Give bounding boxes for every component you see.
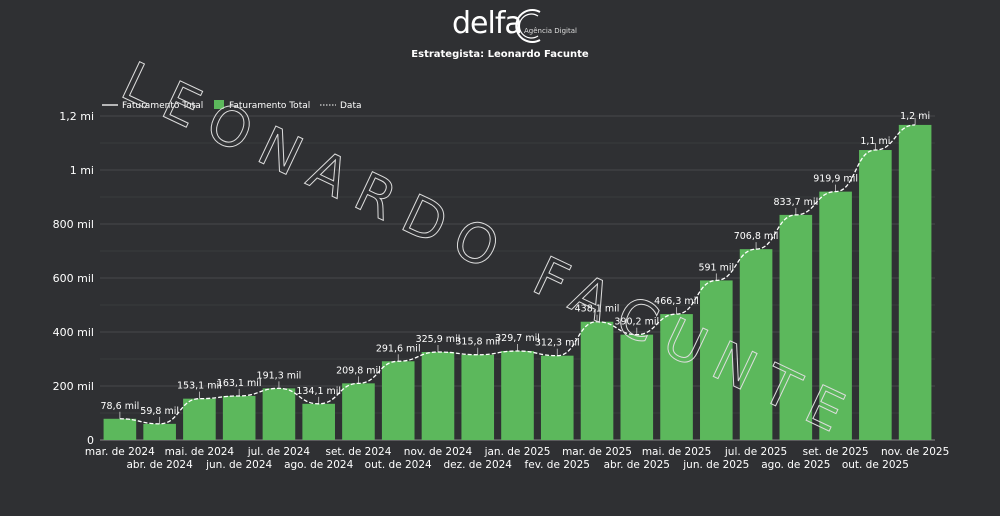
x-tick-label: abr. de 2024 (126, 459, 193, 471)
bar (819, 191, 852, 440)
y-tick-label: 1 mi (70, 164, 94, 177)
data-label: 59,8 mil (140, 406, 179, 417)
data-label: 591 mil (698, 262, 734, 273)
bar (700, 280, 733, 440)
bar (620, 334, 654, 440)
x-tick-label: mai. de 2025 (642, 446, 711, 458)
y-tick-label: 0 (87, 434, 94, 447)
trend-line (119, 124, 916, 425)
data-label: 325,9 mil (416, 334, 461, 345)
x-tick-label: fev. de 2025 (525, 459, 590, 471)
bar (898, 124, 932, 440)
data-label: 153,1 mil (177, 381, 222, 392)
legend-label: Faturamento Total (122, 101, 203, 111)
data-label: 438,1 mil (575, 304, 620, 315)
logo-arcs-icon (515, 9, 541, 43)
y-tick-label: 600 mil (53, 272, 94, 285)
data-label: 390,2 mil (614, 317, 659, 328)
bar (262, 388, 296, 440)
x-tick-label: nov. de 2025 (881, 446, 949, 458)
x-tick-label: jul. de 2024 (247, 446, 311, 458)
x-tick-label: out. de 2024 (365, 459, 432, 471)
data-label: 291,6 mil (376, 343, 421, 354)
bar (222, 395, 256, 440)
data-label: 134,1 mil (296, 386, 341, 397)
bar (421, 352, 455, 440)
data-label: 163,1 mil (217, 378, 262, 389)
bar (302, 403, 335, 440)
x-tick-label: jul. de 2025 (724, 446, 787, 458)
bar (501, 350, 534, 440)
bar (381, 361, 415, 440)
legend-label: Data (340, 101, 362, 111)
bar (342, 383, 375, 440)
bar (103, 418, 137, 440)
x-tick-label: out. de 2025 (842, 459, 909, 471)
data-label: 78,6 mil (101, 401, 140, 412)
logo-text: delfa (452, 6, 523, 41)
y-tick-label: 800 mil (53, 218, 94, 231)
y-tick-label: 400 mil (53, 326, 94, 339)
logo-subtext: Agência Digital (524, 27, 577, 35)
x-tick-label: ago. de 2024 (284, 459, 354, 471)
data-label: 833,7 mil (773, 197, 818, 208)
data-label: 706,8 mil (734, 231, 779, 242)
bar (143, 423, 176, 440)
bar (779, 214, 813, 440)
x-tick-label: ago. de 2025 (761, 459, 830, 471)
data-label: 466,3 mil (654, 296, 699, 307)
bar (461, 354, 495, 440)
bar (660, 314, 693, 440)
bar (859, 150, 892, 440)
y-tick-label: 200 mil (53, 380, 94, 393)
x-tick-label: set. de 2024 (325, 446, 391, 458)
x-tick-label: mar. de 2024 (85, 446, 155, 458)
data-label: 209,8 mil (336, 365, 381, 376)
y-tick-label: 1,2 mi (59, 110, 94, 123)
data-label: 919,9 mil (813, 174, 858, 185)
legend-label: Faturamento Total (229, 101, 310, 111)
x-tick-label: jun. de 2025 (682, 459, 749, 471)
bar (540, 355, 574, 440)
x-tick-label: mar. de 2025 (562, 446, 632, 458)
x-tick-label: abr. de 2025 (604, 459, 670, 471)
x-tick-label: mai. de 2024 (165, 446, 235, 458)
x-tick-label: nov. de 2024 (404, 446, 473, 458)
data-label: 1,1 mi (860, 136, 890, 147)
bar (183, 398, 216, 440)
strategist-label: Estrategista: Leonardo Facunte (411, 49, 589, 60)
data-label: 191,3 mil (257, 370, 302, 381)
bar (580, 321, 614, 440)
bar (739, 249, 773, 440)
x-tick-label: dez. de 2024 (443, 459, 512, 471)
data-label: 312,3 mil (535, 338, 580, 349)
data-label: 315,8 mil (455, 337, 500, 348)
x-tick-label: jan. de 2025 (484, 446, 551, 458)
data-label: 1,2 mi (900, 111, 930, 122)
x-tick-label: set. de 2025 (803, 446, 869, 458)
data-label: 329,7 mil (495, 333, 540, 344)
x-tick-label: jun. de 2024 (205, 459, 272, 471)
legend-bar-swatch (214, 100, 224, 109)
delfa-logo: delfa Agência Digital (452, 6, 592, 46)
